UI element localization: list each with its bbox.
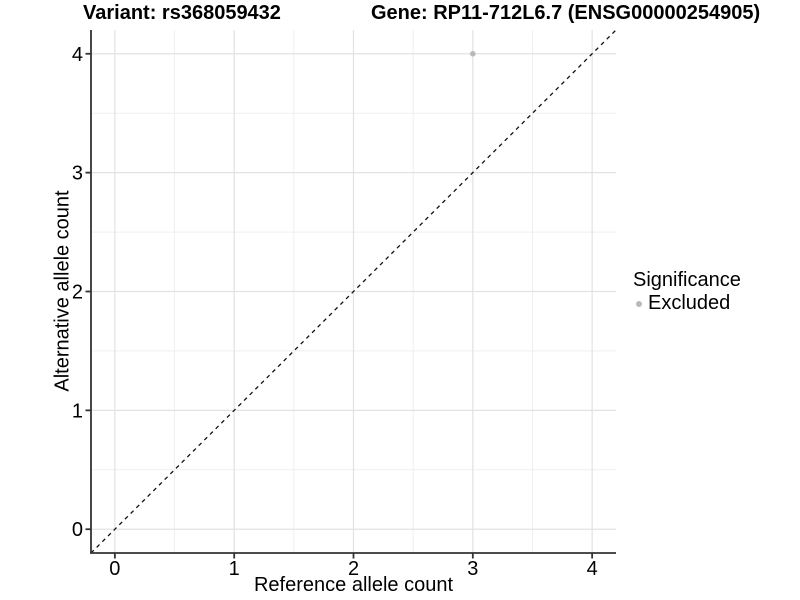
x-tick-label: 1 (229, 558, 240, 580)
y-tick-labels: 0 1 2 3 4 (72, 44, 83, 541)
y-tick-label: 0 (72, 519, 83, 541)
y-axis-title: Alternative allele count (51, 190, 74, 392)
legend-item-label: Excluded (648, 292, 731, 314)
x-tick-label: 3 (467, 558, 478, 580)
x-axis-title: Reference allele count (253, 574, 453, 596)
data-points (470, 50, 476, 57)
legend-item-excluded: Excluded (633, 292, 741, 315)
x-tick-label: 4 (587, 558, 598, 580)
x-tick-label: 0 (109, 558, 120, 580)
excluded-point-swatch (636, 300, 642, 307)
variant-title: Variant: rs368059432 (83, 2, 281, 24)
legend-title: Significance (633, 269, 741, 291)
y-tick-label: 3 (72, 163, 83, 185)
legend: Significance Excluded (633, 269, 741, 315)
data-point (470, 50, 476, 57)
y-tick-label: 4 (72, 44, 83, 66)
x-tick-label: 2 (348, 558, 359, 580)
y-tick-label: 2 (72, 282, 83, 304)
gene-title: Gene: RP11-712L6.7 (ENSG00000254905) (371, 2, 761, 24)
identity-dashed-line (90, 29, 617, 554)
y-tick-label: 1 (72, 400, 83, 422)
identity-line (90, 29, 617, 554)
axis-ticks (85, 52, 594, 559)
x-tick-labels: 0 1 2 3 4 (109, 558, 597, 580)
